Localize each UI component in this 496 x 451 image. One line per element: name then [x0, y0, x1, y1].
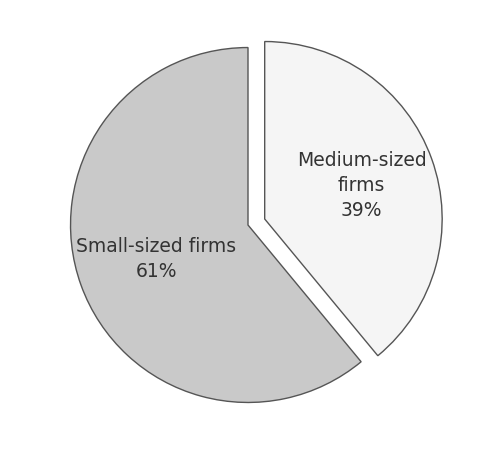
Wedge shape: [70, 48, 361, 403]
Wedge shape: [265, 42, 442, 356]
Text: Small-sized firms
61%: Small-sized firms 61%: [76, 236, 236, 281]
Text: Medium-sized
firms
39%: Medium-sized firms 39%: [297, 150, 427, 219]
